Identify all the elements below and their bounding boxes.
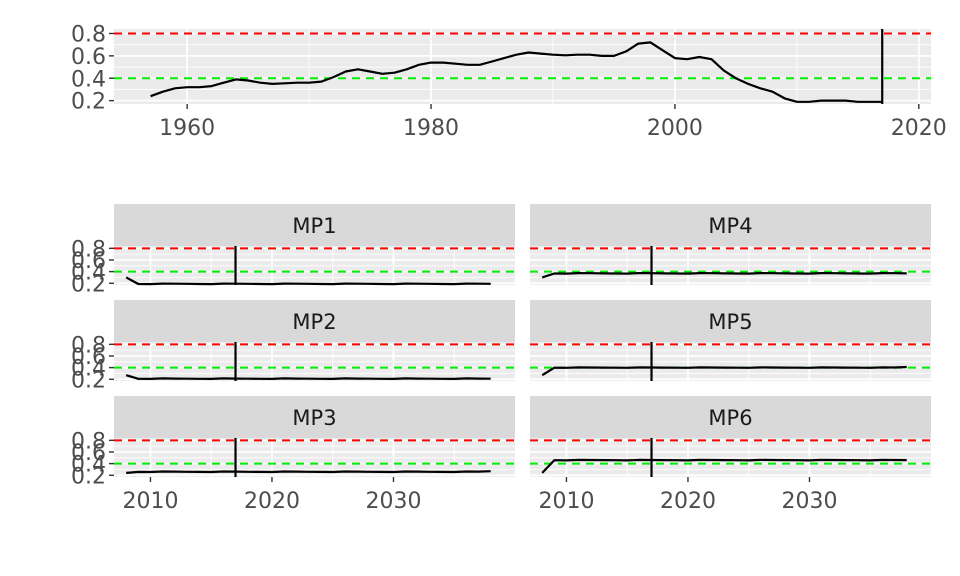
panel-background xyxy=(114,29,931,104)
facet-strip-label: MP6 xyxy=(708,406,752,430)
x-tick-label: 2030 xyxy=(365,489,421,514)
y-tick-label: 0.8 xyxy=(71,333,106,358)
x-tick-label: 2030 xyxy=(781,489,837,514)
facet-strip-label: MP4 xyxy=(708,214,752,238)
y-tick-label: 0.8 xyxy=(71,22,106,47)
y-tick-label: 0.6 xyxy=(71,45,106,70)
top-panel: 0.20.40.60.8 1960 1980 2000 2020 xyxy=(71,22,947,141)
y-tick-label: 0.8 xyxy=(71,429,106,454)
y-tick-label: 0.2 xyxy=(71,90,106,115)
facet-mp4: MP4 xyxy=(530,204,931,285)
facet-mp3: 0.20.40.60.8201020202030MP3 xyxy=(71,396,515,514)
facet-strip-label: MP5 xyxy=(708,310,752,334)
x-tick-label: 2010 xyxy=(122,489,178,514)
facet-strip-label: MP3 xyxy=(292,406,336,430)
y-tick-label: 0.4 xyxy=(71,67,106,92)
facet-mp2: 0.20.40.60.8MP2 xyxy=(71,300,515,393)
x-tick-label: 2010 xyxy=(538,489,594,514)
series-line xyxy=(126,471,491,473)
facet-mp6: 2010 2020 2030 MP6 xyxy=(530,396,931,514)
x-tick-label: 2020 xyxy=(891,116,947,141)
facet-mp1: 0.20.40.60.8MP1 xyxy=(71,204,515,297)
facet-mp5: MP5 xyxy=(530,300,931,381)
x-tick-label: 2020 xyxy=(244,489,300,514)
x-tick-label: 1960 xyxy=(159,116,215,141)
facet-strip-label: MP2 xyxy=(292,310,336,334)
y-tick-label: 0.8 xyxy=(71,237,106,262)
x-tick-label: 2000 xyxy=(647,116,703,141)
x-tick-label: 2020 xyxy=(660,489,716,514)
x-tick-label: 1980 xyxy=(403,116,459,141)
facet-strip-label: MP1 xyxy=(292,214,336,238)
